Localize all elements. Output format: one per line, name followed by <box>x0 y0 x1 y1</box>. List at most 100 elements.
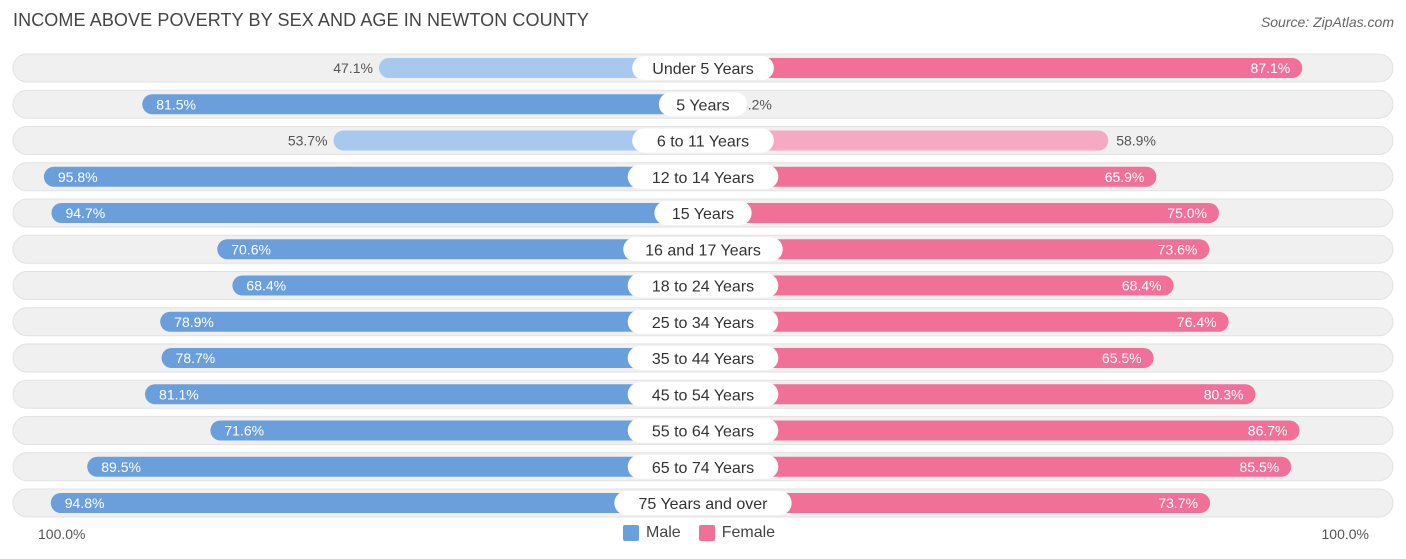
category-label: 25 to 34 Years <box>652 315 754 332</box>
value-label-male: 71.6% <box>224 423 264 439</box>
category-pill <box>627 164 779 189</box>
category-label: 15 Years <box>672 206 734 223</box>
source-label: Source: ZipAtlas.com <box>1260 14 1394 30</box>
bar-female <box>703 275 1174 296</box>
chart-row: 71.6% 86.7% 55 to 64 Years <box>12 416 1394 445</box>
legend-swatch-female <box>698 525 715 541</box>
bar-male <box>378 58 703 78</box>
bar-male <box>333 130 703 151</box>
bar-male <box>87 456 704 477</box>
value-label-male: 78.7% <box>176 350 216 366</box>
value-label-female: 76.4% <box>1177 314 1217 330</box>
bar-female <box>703 384 1256 405</box>
value-label-male: 94.8% <box>65 495 105 511</box>
category-pill <box>627 454 779 479</box>
value-label-male: 81.5% <box>156 96 196 112</box>
category-label: 35 to 44 Years <box>652 351 754 368</box>
bar-female <box>703 130 1109 151</box>
category-label: 65 to 74 Years <box>652 460 754 477</box>
chart-row: 81.1% 80.3% 45 to 54 Years <box>12 379 1394 409</box>
category-label: 18 to 24 Years <box>652 279 754 296</box>
category-pill <box>614 491 792 515</box>
value-label-male: 68.4% <box>246 278 286 294</box>
chart-row: 89.5% 85.5% 65 to 74 Years <box>12 452 1394 482</box>
category-label: 6 to 11 Years <box>657 134 749 151</box>
category-label: 16 and 17 Years <box>645 242 761 259</box>
bar-female <box>703 311 1229 332</box>
legend-label-male: Male <box>646 524 681 541</box>
chart-row: 95.8% 65.9% 12 to 14 Years <box>12 162 1394 192</box>
bar-male <box>160 311 704 332</box>
category-pill <box>632 128 774 153</box>
value-label-female: 65.9% <box>1105 169 1145 185</box>
value-label-female: 75.0% <box>1167 205 1207 221</box>
value-label-male: 78.9% <box>174 314 214 330</box>
chart-row: 53.7% 58.9% 6 to 11 Years <box>12 126 1394 155</box>
axis-left-label: 100.0% <box>38 526 86 542</box>
category-pill <box>627 309 779 334</box>
chart-row: 78.7% 65.5% 35 to 44 Years <box>12 343 1394 373</box>
value-label-female: 73.7% <box>1158 495 1198 511</box>
value-label-female: 65.5% <box>1102 350 1142 366</box>
bar-male <box>161 348 703 368</box>
chart-row: 94.8% 73.7% 75 Years and over <box>12 488 1394 518</box>
value-label-female: 87.1% <box>1251 60 1291 76</box>
bar-female <box>703 420 1300 441</box>
bar-male <box>50 493 703 513</box>
bar-male <box>51 203 704 223</box>
value-label-male: 70.6% <box>231 241 271 257</box>
bar-female <box>703 348 1154 368</box>
category-pill <box>627 273 779 298</box>
legend-item-male[interactable]: Male <box>623 524 681 542</box>
bar-male <box>145 384 704 405</box>
value-label-female: 86.7% <box>1248 423 1288 439</box>
value-label-female: 85.5% <box>1240 459 1280 475</box>
chart-row: 81.5% 4.2% 5 Years <box>12 89 1394 119</box>
value-label-female: 80.3% <box>1204 386 1244 402</box>
bar-male <box>232 275 703 296</box>
category-pill <box>654 201 752 225</box>
bar-female <box>703 239 1210 260</box>
value-label-female: 73.6% <box>1158 241 1198 257</box>
chart-row: 94.7% 75.0% 15 Years <box>12 198 1394 228</box>
value-label-female: 4.2% <box>740 96 772 112</box>
category-pill <box>658 92 748 117</box>
chart-row: 68.4% 68.4% 18 to 24 Years <box>12 271 1394 300</box>
chart-row: 47.1% 87.1% Under 5 Years <box>12 53 1394 83</box>
value-label-male: 47.1% <box>333 60 373 76</box>
category-label: 55 to 64 Years <box>652 424 754 441</box>
chart-row: 70.6% 73.6% 16 and 17 Years <box>12 234 1394 264</box>
bar-male <box>142 94 703 115</box>
category-label: 12 to 14 Years <box>652 170 754 187</box>
value-label-female: 58.9% <box>1116 133 1156 149</box>
category-pill <box>627 346 779 370</box>
category-pill <box>627 382 779 407</box>
chart-title: INCOME ABOVE POVERTY BY SEX AND AGE IN N… <box>13 10 590 30</box>
category-pill <box>623 237 783 262</box>
category-label: 75 Years and over <box>639 496 769 513</box>
bar-male <box>43 166 704 187</box>
legend-item-female[interactable]: Female <box>698 524 775 542</box>
value-label-male: 95.8% <box>58 169 98 185</box>
category-pill <box>627 418 779 443</box>
bar-chart: 47.1% 87.1% Under 5 Years 81.5% 4.2% 5 Years 5… <box>12 53 1394 518</box>
bar-female <box>703 456 1292 477</box>
category-label: 5 Years <box>676 97 729 114</box>
category-label: 45 to 54 Years <box>652 387 754 404</box>
value-label-female: 68.4% <box>1122 278 1162 294</box>
value-label-male: 94.7% <box>65 205 105 221</box>
category-label: Under 5 Years <box>652 61 753 78</box>
bar-female <box>703 493 1211 513</box>
bar-female <box>703 166 1157 187</box>
bar-female <box>703 58 1303 78</box>
chart-row: 78.9% 76.4% 25 to 34 Years <box>12 307 1394 337</box>
bar-female <box>703 203 1219 223</box>
bar-male <box>210 420 703 441</box>
bar-male <box>217 239 703 260</box>
value-label-male: 53.7% <box>288 133 328 149</box>
legend: Male Female <box>623 524 793 542</box>
legend-swatch-male <box>623 525 639 541</box>
axis-right-label: 100.0% <box>1321 526 1369 542</box>
category-pill <box>632 56 774 80</box>
value-label-male: 89.5% <box>101 459 141 475</box>
